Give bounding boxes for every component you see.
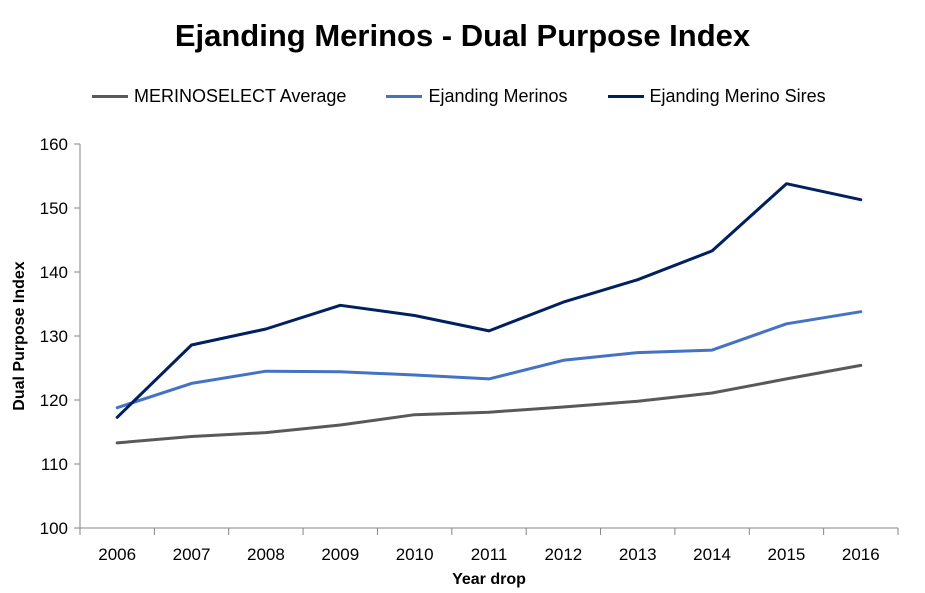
legend-label-ejanding-merino-sires: Ejanding Merino Sires: [649, 85, 826, 106]
x-tick-label: 2008: [247, 545, 285, 564]
y-tick-label: 120: [40, 391, 68, 410]
legend-swatch-ejanding-merino-sires: [607, 94, 644, 98]
x-axis-title: Year drop: [452, 571, 526, 588]
y-axis-title: Dual Purpose Index: [11, 261, 28, 410]
chart-title: Ejanding Merinos - Dual Purpose Index: [174, 18, 751, 53]
chart-legend: MERINOSELECT Average Ejanding Merinos Ej…: [92, 84, 826, 108]
y-tick-label: 130: [40, 327, 68, 346]
x-tick-label: 2014: [693, 545, 731, 564]
legend-item-merinoselect-average: MERINOSELECT Average: [92, 86, 346, 107]
x-tick-label: 2012: [544, 545, 582, 564]
x-tick-label: 2007: [173, 545, 211, 564]
y-tick-label: 100: [40, 519, 68, 538]
legend-swatch-merinoselect-average: [92, 94, 128, 98]
series-line-ejanding-merino-sires: [115, 182, 863, 419]
x-tick-label: 2010: [396, 545, 434, 564]
x-tick-label: 2015: [768, 545, 806, 564]
legend-swatch-ejanding-merinos: [386, 94, 423, 98]
x-tick-label: 2006: [98, 545, 136, 564]
legend-item-ejanding-merinos: Ejanding Merinos: [386, 85, 568, 107]
series-line-ejanding-merinos: [115, 310, 863, 410]
y-tick-label: 140: [40, 263, 68, 282]
y-tick-label: 160: [40, 135, 68, 154]
legend-label-merinoselect-average: MERINOSELECT Average: [134, 85, 347, 106]
x-tick-label: 2011: [471, 545, 508, 564]
y-tick-label: 110: [41, 455, 68, 474]
chart-series-lines: [115, 182, 863, 445]
chart-axes: 100 110 120 130 140 150 160 2006 2007 2008 2009 201…: [40, 135, 899, 564]
series-line-merinoselect-average: [115, 363, 863, 445]
legend-label-ejanding-merinos: Ejanding Merinos: [428, 85, 568, 106]
x-tick-label: 2016: [842, 545, 880, 564]
x-tick-label: 2013: [619, 545, 657, 564]
x-tick-label: 2009: [321, 545, 359, 564]
legend-item-ejanding-merino-sires: Ejanding Merino Sires: [607, 85, 826, 107]
y-tick-label: 150: [40, 199, 68, 218]
